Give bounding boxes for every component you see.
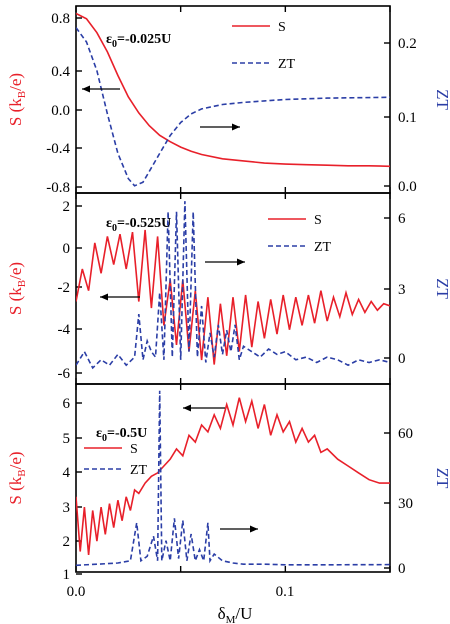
panel-2: -6 -4 -2 0 2 0 3 6 S ZT ε0=-0.525U S (kB/e) ZT [6, 192, 450, 385]
right-tick-label: 0 [398, 351, 406, 367]
legend-label-s: S [314, 213, 322, 228]
panel-annotation: ε0=-0.5U [96, 426, 147, 444]
legend-label-s: S [130, 442, 138, 457]
x-axis-label: δM/U [218, 604, 253, 624]
left-tick-label: 0.0 [51, 103, 70, 119]
right-tick-label: 0.0 [398, 179, 417, 195]
x-tick-label-0: 0.0 [67, 584, 86, 600]
right-tick-label: 0 [398, 561, 406, 577]
right-tick-label: 30 [398, 496, 413, 512]
left-tick-label: 0.8 [51, 11, 70, 27]
series-line-s [76, 229, 390, 365]
right-tick-label: 60 [398, 426, 413, 442]
y-axis-label-left: S (kB/e) [6, 451, 28, 504]
left-tick-label: -0.4 [46, 141, 70, 157]
left-tick-label: -6 [58, 366, 71, 382]
right-tick-label: 0.2 [398, 36, 417, 52]
axis-arrow-head [237, 258, 245, 266]
left-tick-label: 0.4 [51, 64, 70, 80]
left-tick-label: 6 [63, 396, 71, 412]
x-tick-label-1: 0.1 [276, 584, 295, 600]
left-tick-label: 5 [63, 431, 71, 447]
left-tick-label: 4 [63, 465, 71, 481]
series-line-s [76, 12, 390, 168]
left-tick-label: 3 [63, 500, 71, 516]
legend-label-zt: ZT [130, 463, 148, 478]
series-line-s [76, 397, 390, 555]
y-axis-label-right: ZT [433, 89, 450, 110]
right-tick-label: 0.1 [398, 110, 417, 126]
left-tick-label: 1 [63, 567, 71, 583]
panel-annotation: ε0=-0.525U [106, 216, 171, 234]
panels: -0.8 -0.4 0.0 0.4 0.8 0.0 0.1 0.2 S ZT ε0=-0.025U S… [6, 5, 450, 583]
axis-arrow-head [82, 85, 90, 93]
left-tick-label: -0.8 [46, 180, 70, 196]
panel-annotation: ε0=-0.025U [106, 32, 171, 50]
legend-label-s: S [278, 20, 286, 35]
axis-arrow-head [232, 123, 240, 131]
left-tick-label: -4 [58, 322, 71, 338]
y-axis-label-right: ZT [433, 468, 450, 489]
panel-1: -0.8 -0.4 0.0 0.4 0.8 0.0 0.1 0.2 S ZT ε0=-0.025U S… [6, 5, 450, 196]
axis-arrow-head [100, 293, 108, 301]
left-tick-label: -2 [58, 280, 71, 296]
series-line-zt [76, 390, 390, 567]
legend-label-zt: ZT [278, 57, 296, 72]
right-tick-label: 3 [398, 282, 406, 298]
series-line-zt [76, 27, 390, 187]
right-tick-label: 6 [398, 211, 406, 227]
y-axis-label-right: ZT [433, 278, 450, 299]
series-line-zt [76, 201, 390, 370]
axis-arrow-head [183, 404, 191, 412]
y-axis-label-left: S (kB/e) [6, 262, 28, 315]
panel-3-frame [75, 383, 391, 573]
left-tick-label: 2 [63, 199, 71, 215]
left-tick-label: 0 [63, 241, 71, 257]
legend-label-zt: ZT [314, 240, 332, 255]
x-tick-labels: 0.0 0.1 [67, 584, 295, 600]
axis-arrow-head [250, 525, 258, 533]
y-axis-label-left: S (kB/e) [6, 73, 28, 126]
left-tick-label: 2 [63, 534, 71, 550]
